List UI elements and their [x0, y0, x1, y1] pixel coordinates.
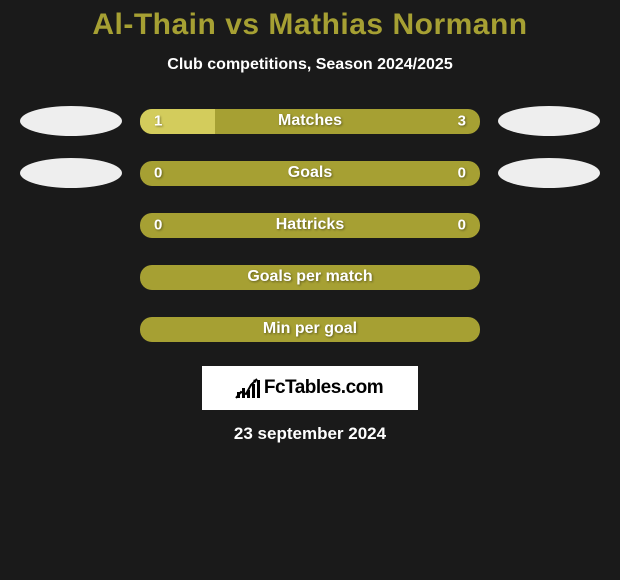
- stat-name: Hattricks: [140, 216, 480, 234]
- stat-row: 1Matches3: [0, 106, 620, 136]
- stat-name: Matches: [140, 112, 480, 130]
- logo-text: FcTables.com: [264, 377, 383, 399]
- stat-bar: 0Hattricks0: [140, 213, 480, 238]
- comparison-widget: Al-Thain vs Mathias Normann Club competi…: [0, 0, 620, 444]
- player2-badge: [498, 106, 600, 136]
- stat-row: 0Goals0: [0, 158, 620, 188]
- page-title: Al-Thain vs Mathias Normann: [0, 8, 620, 42]
- subtitle: Club competitions, Season 2024/2025: [0, 56, 620, 74]
- player1-name: Al-Thain: [92, 8, 216, 41]
- stat-row: 0Hattricks0: [0, 210, 620, 240]
- stat-row: Min per goal: [0, 314, 620, 344]
- source-logo: FcTables.com: [202, 366, 418, 410]
- stat-bar: Min per goal: [140, 317, 480, 342]
- player2-badge: [498, 158, 600, 188]
- player1-badge: [20, 158, 122, 188]
- stat-bar: 1Matches3: [140, 109, 480, 134]
- player1-badge: [20, 106, 122, 136]
- player2-name: Mathias Normann: [268, 8, 527, 41]
- stat-rows: 1Matches30Goals00Hattricks0Goals per mat…: [0, 106, 620, 344]
- stat-bar: 0Goals0: [140, 161, 480, 186]
- stat-name: Min per goal: [140, 320, 480, 338]
- stat-name: Goals per match: [140, 268, 480, 286]
- stat-name: Goals: [140, 164, 480, 182]
- vs-separator: vs: [225, 8, 259, 41]
- stat-row: Goals per match: [0, 262, 620, 292]
- stat-value-right: 3: [458, 113, 466, 130]
- stat-value-right: 0: [458, 165, 466, 182]
- stat-bar: Goals per match: [140, 265, 480, 290]
- stat-value-right: 0: [458, 217, 466, 234]
- date-label: 23 september 2024: [0, 424, 620, 444]
- logo-chart-icon: [237, 378, 260, 398]
